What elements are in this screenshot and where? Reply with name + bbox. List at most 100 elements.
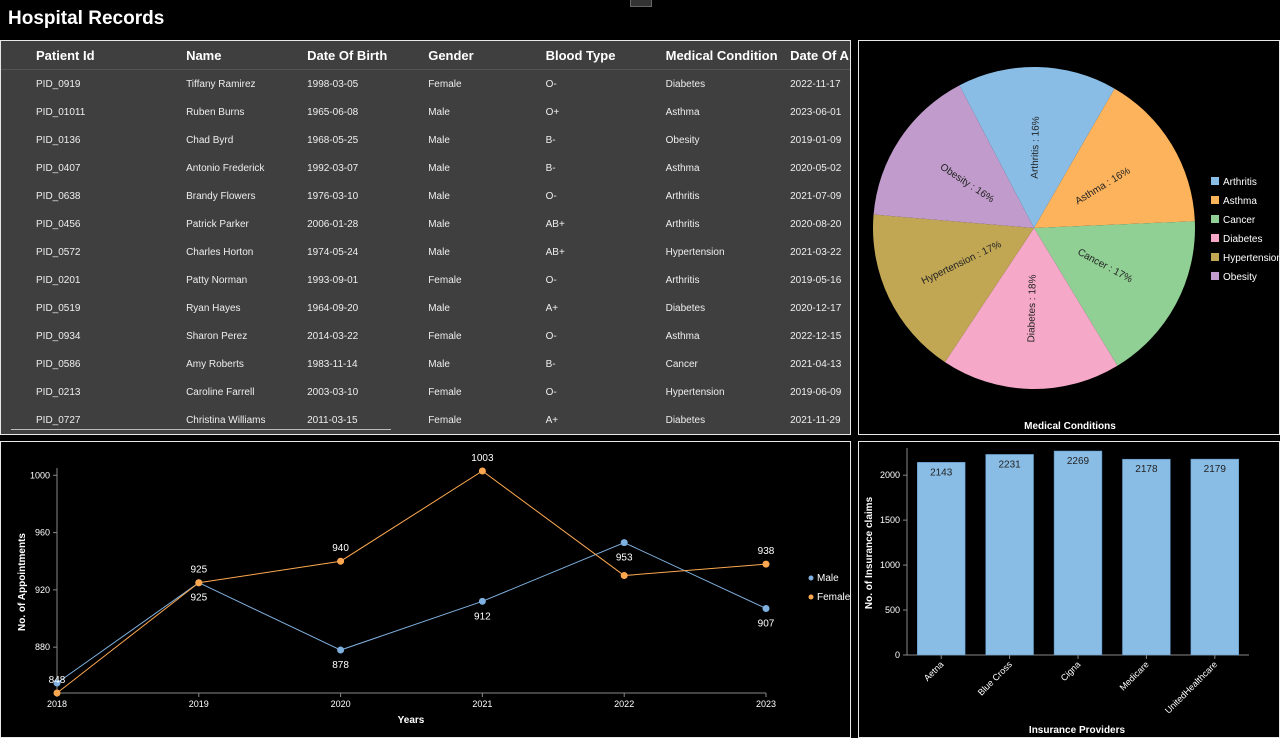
table-cell: Male <box>428 302 450 314</box>
column-header[interactable]: Medical Condition <box>665 41 791 70</box>
table-cell: 2021-04-13 <box>790 358 842 370</box>
table-cell: PID_0934 <box>36 330 81 342</box>
data-point-female <box>478 467 486 475</box>
legend-label: Asthma <box>1223 196 1257 207</box>
table-cell: A+ <box>545 414 559 426</box>
table-cell: Hypertension <box>665 246 725 258</box>
data-label: 912 <box>474 611 491 622</box>
x-axis-title: Insurance Providers <box>1029 725 1126 736</box>
legend-swatch <box>1211 272 1219 280</box>
line-chart: 880 920 960 1000 2018 2019 2020 2021 2022 2023 925… <box>17 453 850 726</box>
table-cell: 2011-03-15 <box>307 414 358 426</box>
table-row[interactable]: PID_0213 Caroline Farrell 2003-03-10 Female… <box>1 378 850 406</box>
legend-marker <box>808 594 814 600</box>
table-row[interactable]: PID_0519 Ryan Hayes 1964-09-20 Male A+ Diabet… <box>1 294 850 322</box>
table-cell: 2019-06-09 <box>790 386 842 398</box>
legend-label: Male <box>817 573 839 584</box>
table-cell: 2019-01-09 <box>790 134 842 146</box>
x-tick-label: 2021 <box>472 699 492 709</box>
bar-chart: 0 500 1000 1500 2000 2143 Aetna 2231 Blue Cross 2… <box>864 448 1249 736</box>
column-header[interactable]: Date Of Birth <box>307 41 429 70</box>
y-tick-label: 1000 <box>880 560 900 570</box>
table-cell: O- <box>545 274 557 286</box>
table-cell: Patrick Parker <box>186 218 249 230</box>
table-row[interactable]: PID_0727 Christina Williams 2011-03-15 Fema… <box>1 406 850 434</box>
y-tick-label: 920 <box>35 585 50 595</box>
data-point-female <box>53 689 61 697</box>
column-header[interactable]: Name <box>186 41 308 70</box>
table-cell: Male <box>428 134 450 146</box>
table-cell: AB+ <box>545 246 565 258</box>
table-cell: O+ <box>545 106 560 118</box>
table-cell: PID_0586 <box>36 358 81 370</box>
table-cell: 1974-05-24 <box>307 246 359 258</box>
x-tick-label: 2020 <box>331 699 351 709</box>
column-header[interactable]: Patient Id <box>1 41 187 70</box>
table-cell: 2020-08-20 <box>790 218 842 230</box>
table-cell: Diabetes <box>665 414 706 426</box>
table-cell: Antonio Frederick <box>186 162 265 174</box>
data-point-male <box>478 597 486 605</box>
pie-slice-obesity <box>873 85 1034 228</box>
table-cell: B- <box>545 358 556 370</box>
data-point-male <box>620 539 628 547</box>
column-header[interactable]: Date Of A <box>790 41 850 70</box>
table-cell: Diabetes <box>665 78 706 90</box>
table-row[interactable]: PID_0919 Tiffany Ramirez 1998-03-05 Female O… <box>1 70 850 99</box>
bar-chart-panel: 0 500 1000 1500 2000 2143 Aetna 2231 Blue Cross 2… <box>858 441 1280 738</box>
table-cell: Christina Williams <box>186 414 266 426</box>
table-row[interactable]: PID_0638 Brandy Flowers 1976-03-10 Male O- Ar… <box>1 182 850 210</box>
bar-unitedhealthcare <box>1190 458 1239 656</box>
pie-slice-label: Diabetes : 18% <box>1026 274 1038 342</box>
table-row[interactable]: PID_01011 Ruben Burns 1965-06-08 Male O+ Asth… <box>1 98 850 126</box>
column-header[interactable]: Blood Type <box>545 41 666 70</box>
table-cell: PID_01011 <box>36 106 86 118</box>
data-label: 925 <box>190 565 207 576</box>
table-cell: Arthritis <box>665 218 700 230</box>
table-cell: 2014-03-22 <box>307 330 359 342</box>
table-row[interactable]: PID_0586 Amy Roberts 1983-11-14 Male B- Cance… <box>1 350 850 378</box>
table-row[interactable]: PID_0201 Patty Norman 1993-09-01 Female O- Ar… <box>1 266 850 294</box>
table-cell: O- <box>545 190 557 202</box>
table-cell: 1964-09-20 <box>307 302 359 314</box>
column-header[interactable]: Gender <box>428 41 546 70</box>
table-row[interactable]: PID_0572 Charles Horton 1974-05-24 Male AB+ H… <box>1 238 850 266</box>
x-tick-label: Medicare <box>1118 659 1151 692</box>
legend-marker <box>808 575 814 581</box>
table-cell: 1976-03-10 <box>307 190 359 202</box>
table-cell: Male <box>428 190 450 202</box>
data-point-male <box>53 679 61 687</box>
table-row[interactable]: PID_0934 Sharon Perez 2014-03-22 Female O- As… <box>1 322 850 350</box>
bar-medicare <box>1122 458 1171 656</box>
table-cell: Male <box>428 218 450 230</box>
table-cell: Female <box>428 414 462 426</box>
table-row[interactable]: PID_0136 Chad Byrd 1968-05-25 Male B- Obesity… <box>1 126 850 154</box>
table-cell: Tiffany Ramirez <box>186 78 256 90</box>
table-row[interactable]: PID_0407 Antonio Frederick 1992-03-07 Male B… <box>1 154 850 182</box>
bar-cigna <box>1053 450 1103 656</box>
table-cell: Obesity <box>665 134 700 146</box>
table-cell: Male <box>428 162 450 174</box>
table-cell: AB+ <box>545 218 565 230</box>
table-cell: 1993-09-01 <box>307 274 359 286</box>
table-cell: Asthma <box>665 330 700 342</box>
table-cell: B- <box>545 134 556 146</box>
pie-chart: Asthma : 16%Cancer : 17%Diabetes : 18%Hy… <box>873 67 1279 432</box>
table-cell: 2022-11-17 <box>790 78 841 90</box>
table-cell: Female <box>428 330 462 342</box>
table-cell: Asthma <box>665 106 700 118</box>
pie-slice-arthritis <box>959 67 1115 228</box>
y-tick-label: 960 <box>35 528 50 538</box>
horizontal-scrollbar[interactable] <box>11 429 391 430</box>
table-cell: Ruben Burns <box>186 106 245 118</box>
legend-label: Diabetes <box>1223 234 1262 245</box>
table-cell: Ryan Hayes <box>186 302 241 314</box>
table-cell: Caroline Farrell <box>186 386 255 398</box>
x-tick-label: 2023 <box>756 699 776 709</box>
y-tick-label: 2000 <box>880 470 900 480</box>
table-row[interactable]: PID_0456 Patrick Parker 2006-01-28 Male AB+ A… <box>1 210 850 238</box>
table-cell: Female <box>428 274 462 286</box>
menu-handle-icon[interactable] <box>630 0 652 7</box>
legend-label: Arthritis <box>1223 177 1257 188</box>
table-cell: 2021-11-29 <box>790 414 841 426</box>
